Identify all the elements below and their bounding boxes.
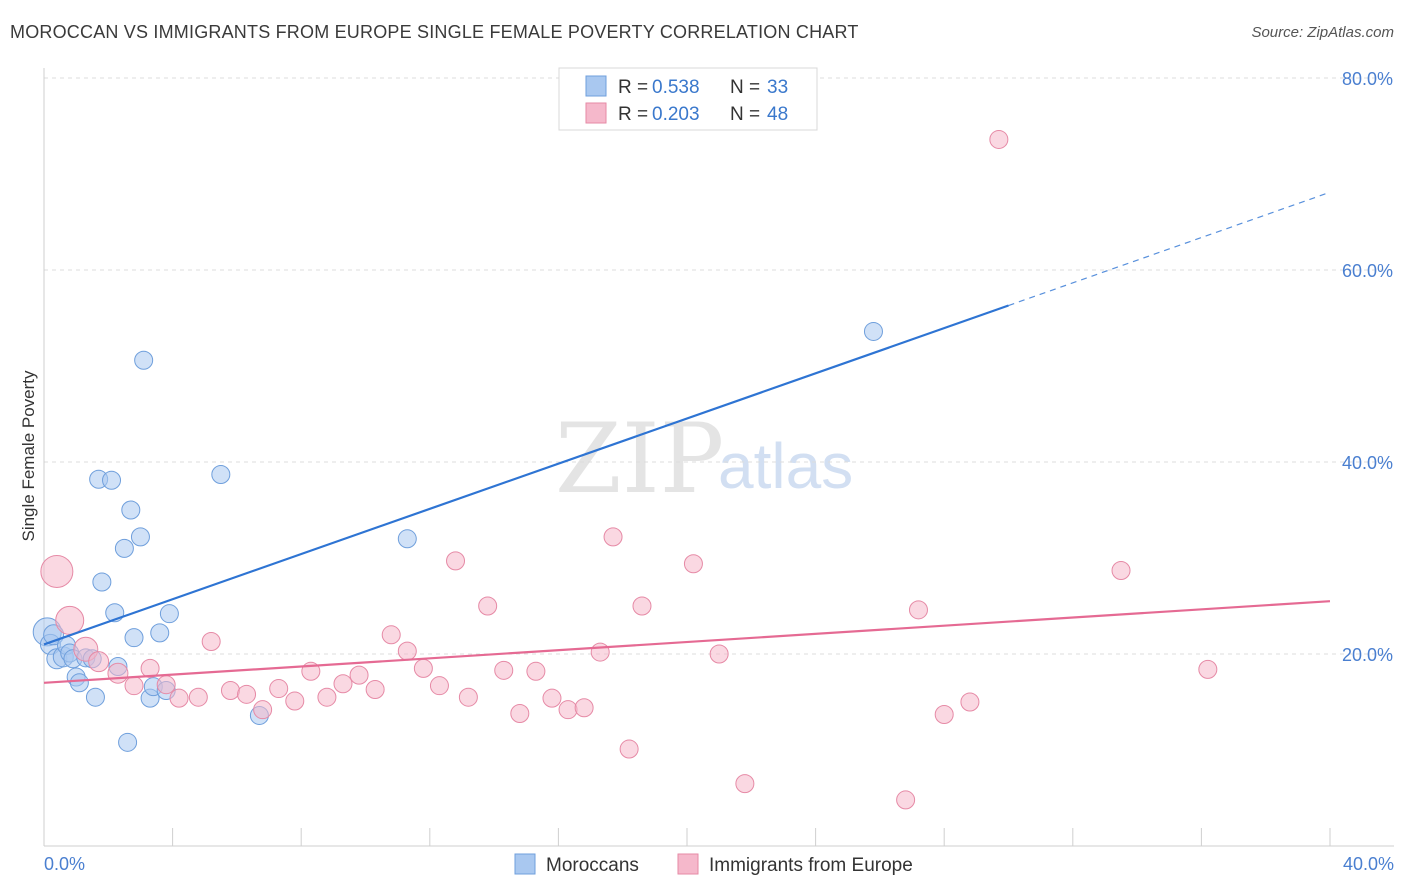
source-credit: Source: ZipAtlas.com bbox=[1251, 24, 1394, 41]
point-immigrants-europe-43 bbox=[934, 704, 954, 724]
series-legend-swatch-immigrants-europe bbox=[677, 853, 699, 875]
series-legend-label-immigrants-europe: Immigrants from Europe bbox=[709, 855, 913, 876]
point-immigrants-europe-32 bbox=[558, 700, 578, 720]
point-moroccans-21 bbox=[124, 628, 144, 648]
point-moroccans-23 bbox=[134, 350, 154, 370]
axes bbox=[43, 68, 1394, 847]
point-immigrants-europe-35 bbox=[603, 527, 623, 547]
grid-lines bbox=[44, 77, 1394, 655]
point-immigrants-europe-42 bbox=[908, 600, 928, 620]
x-ticks bbox=[43, 828, 1331, 846]
point-immigrants-europe-45 bbox=[989, 129, 1009, 149]
trend-line-extension-moroccans bbox=[1008, 191, 1331, 307]
point-immigrants-europe-23 bbox=[413, 658, 433, 678]
point-immigrants-europe-17 bbox=[317, 687, 337, 707]
point-immigrants-europe-26 bbox=[458, 687, 478, 707]
point-immigrants-europe-13 bbox=[253, 700, 273, 720]
legend-n-value-moroccans: 33 bbox=[767, 77, 788, 98]
point-immigrants-europe-47 bbox=[1198, 659, 1218, 679]
point-moroccans-26 bbox=[150, 623, 170, 643]
point-immigrants-europe-40 bbox=[735, 774, 755, 794]
x-tick-label-min: 0.0% bbox=[44, 854, 85, 874]
point-immigrants-europe-36 bbox=[619, 739, 639, 759]
point-immigrants-europe-4 bbox=[107, 662, 129, 684]
point-immigrants-europe-9 bbox=[188, 687, 208, 707]
point-moroccans-32 bbox=[863, 321, 883, 341]
legend-r-value-moroccans: 0.538 bbox=[652, 77, 700, 98]
point-moroccans-28 bbox=[159, 604, 179, 624]
point-immigrants-europe-37 bbox=[632, 596, 652, 616]
point-immigrants-europe-44 bbox=[960, 692, 980, 712]
point-immigrants-europe-27 bbox=[478, 596, 498, 616]
point-immigrants-europe-24 bbox=[429, 676, 449, 696]
point-immigrants-europe-20 bbox=[365, 680, 385, 700]
y-axis-label: Single Female Poverty bbox=[19, 370, 38, 542]
point-immigrants-europe-5 bbox=[124, 676, 144, 696]
point-immigrants-europe-46 bbox=[1111, 560, 1131, 580]
point-immigrants-europe-38 bbox=[683, 554, 703, 574]
point-immigrants-europe-31 bbox=[542, 688, 562, 708]
point-moroccans-14 bbox=[92, 572, 112, 592]
series-legend-label-moroccans: Moroccans bbox=[546, 855, 639, 876]
point-immigrants-europe-0 bbox=[40, 554, 74, 588]
point-immigrants-europe-8 bbox=[169, 688, 189, 708]
point-immigrants-europe-28 bbox=[494, 660, 514, 680]
point-immigrants-europe-7 bbox=[156, 675, 176, 695]
y-tick-label-40: 40.0% bbox=[1342, 453, 1393, 473]
point-immigrants-europe-19 bbox=[349, 665, 369, 685]
point-immigrants-europe-41 bbox=[896, 790, 916, 810]
point-moroccans-19 bbox=[118, 732, 138, 752]
point-immigrants-europe-34 bbox=[590, 642, 610, 662]
point-moroccans-12 bbox=[85, 687, 105, 707]
legend-r-label-moroccans: R = bbox=[618, 77, 648, 98]
y-tick-label-20: 20.0% bbox=[1342, 645, 1393, 665]
legend-n-label-moroccans: N = bbox=[730, 77, 760, 98]
point-immigrants-europe-21 bbox=[381, 625, 401, 645]
trend-lines bbox=[43, 191, 1331, 684]
point-immigrants-europe-39 bbox=[709, 644, 729, 664]
legend-n-label-immigrants-europe: N = bbox=[730, 104, 760, 125]
point-immigrants-europe-22 bbox=[397, 641, 417, 661]
legend-r-label-immigrants-europe: R = bbox=[618, 104, 648, 125]
point-immigrants-europe-15 bbox=[285, 691, 305, 711]
stats-legend: R = 0.538 N = 33 R = 0.203 N = 48 bbox=[558, 67, 818, 131]
point-moroccans-9 bbox=[69, 673, 89, 693]
x-tick-label-max: 40.0% bbox=[1343, 854, 1394, 874]
point-immigrants-europe-33 bbox=[574, 698, 594, 718]
point-immigrants-europe-3 bbox=[88, 651, 110, 673]
legend-swatch-moroccans bbox=[585, 75, 607, 97]
point-immigrants-europe-29 bbox=[510, 704, 530, 724]
point-immigrants-europe-1 bbox=[55, 605, 85, 635]
y-tick-labels: 20.0% 40.0% 60.0% 80.0% bbox=[1342, 69, 1393, 665]
point-moroccans-20 bbox=[121, 500, 141, 520]
point-moroccans-18 bbox=[114, 538, 134, 558]
point-immigrants-europe-11 bbox=[220, 680, 240, 700]
point-immigrants-europe-25 bbox=[446, 551, 466, 571]
trend-line-moroccans bbox=[43, 304, 1009, 646]
watermark-zip: ZIP bbox=[555, 403, 724, 515]
y-tick-label-80: 80.0% bbox=[1342, 69, 1393, 89]
chart-title: MOROCCAN VS IMMIGRANTS FROM EUROPE SINGL… bbox=[10, 22, 859, 42]
point-moroccans-22 bbox=[130, 527, 150, 547]
point-immigrants-europe-10 bbox=[201, 632, 221, 652]
legend-n-value-immigrants-europe: 48 bbox=[767, 104, 788, 125]
legend-r-value-immigrants-europe: 0.203 bbox=[652, 104, 700, 125]
point-moroccans-31 bbox=[397, 529, 417, 549]
point-immigrants-europe-12 bbox=[237, 684, 257, 704]
point-immigrants-europe-14 bbox=[269, 679, 289, 699]
point-moroccans-15 bbox=[102, 470, 122, 490]
series-legend: Moroccans Immigrants from Europe bbox=[514, 853, 913, 876]
y-tick-label-60: 60.0% bbox=[1342, 261, 1393, 281]
watermark-atlas: atlas bbox=[718, 430, 853, 502]
trend-line-immigrants-europe bbox=[43, 600, 1331, 684]
legend-swatch-immigrants-europe bbox=[585, 102, 607, 124]
point-immigrants-europe-6 bbox=[140, 658, 160, 678]
point-moroccans-29 bbox=[211, 464, 231, 484]
point-immigrants-europe-18 bbox=[333, 674, 353, 694]
point-immigrants-europe-30 bbox=[526, 661, 546, 681]
series-legend-swatch-moroccans bbox=[514, 853, 536, 875]
